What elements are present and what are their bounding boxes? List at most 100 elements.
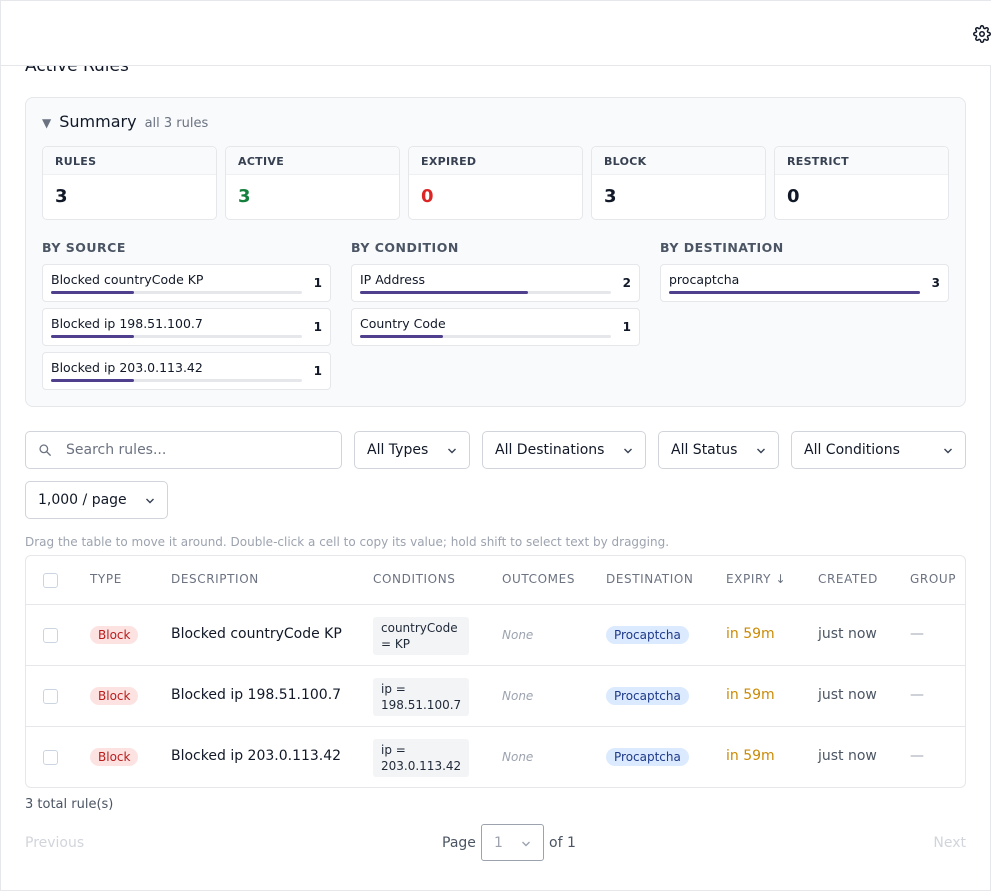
stat-label: RESTRICT xyxy=(787,155,849,168)
types-select[interactable]: All Types xyxy=(354,431,470,469)
summary-toggle[interactable]: ▼ Summary all 3 rules xyxy=(42,112,208,131)
row-checkbox[interactable] xyxy=(43,689,58,704)
previous-button[interactable]: Previous xyxy=(25,835,85,851)
condition-cell: ip = 198.51.100.7 xyxy=(373,678,469,716)
stat-value: 3 xyxy=(238,186,251,207)
page-label: Page xyxy=(442,835,476,851)
stat-rules: RULES 3 xyxy=(42,146,217,220)
type-badge: Block xyxy=(90,687,139,705)
table-row[interactable]: Block Blocked countryCode KP countryCode… xyxy=(26,605,965,666)
top-bar xyxy=(0,0,991,66)
group-cell: — xyxy=(910,626,924,642)
breakdown-bar xyxy=(360,291,529,294)
breakdown-label: Blocked countryCode KP xyxy=(51,272,204,287)
header-conditions[interactable]: CONDITIONS xyxy=(373,572,456,586)
page-size-select[interactable]: 1,000 / page xyxy=(25,481,168,519)
created-cell: just now xyxy=(818,687,877,703)
outcomes-cell: None xyxy=(502,750,534,764)
stat-label: EXPIRED xyxy=(421,155,477,168)
search-input[interactable] xyxy=(66,440,326,460)
select-label: All Types xyxy=(367,442,429,458)
breakdown-item: Blocked ip 203.0.113.42 1 xyxy=(42,352,331,390)
page-select[interactable]: 1 xyxy=(481,824,544,861)
breakdown-label: IP Address xyxy=(360,272,425,287)
chevron-down-icon xyxy=(757,448,765,454)
breakdown-count: 1 xyxy=(313,320,322,334)
table-row[interactable]: Block Blocked ip 198.51.100.7 ip = 198.5… xyxy=(26,666,965,727)
header-type[interactable]: TYPE xyxy=(90,572,122,586)
search-box xyxy=(25,431,342,469)
table-hint: Drag the table to move it around. Double… xyxy=(25,535,670,549)
created-cell: just now xyxy=(818,748,877,764)
stat-value: 3 xyxy=(55,186,68,207)
gear-icon[interactable] xyxy=(973,25,991,43)
page-select-value: 1 xyxy=(494,835,503,851)
stat-label: ACTIVE xyxy=(238,155,285,168)
breakdown-count: 3 xyxy=(931,276,940,290)
description-cell: Blocked ip 203.0.113.42 xyxy=(171,748,342,764)
table-header: TYPE DESCRIPTION CONDITIONS OUTCOMES DES… xyxy=(26,556,965,605)
header-outcomes[interactable]: OUTCOMES xyxy=(502,572,576,586)
header-destination[interactable]: DESTINATION xyxy=(606,572,694,586)
stat-value: 0 xyxy=(421,186,434,207)
created-cell: just now xyxy=(818,626,877,642)
breakdown-bar xyxy=(51,291,134,294)
breakdown-label: Blocked ip 203.0.113.42 xyxy=(51,360,203,375)
chevron-down-icon xyxy=(624,448,632,454)
total-count: 3 total rule(s) xyxy=(25,797,114,812)
select-label: All Status xyxy=(671,442,738,458)
summary-title: Summary xyxy=(59,112,137,131)
chevron-down-icon xyxy=(146,498,154,504)
type-badge: Block xyxy=(90,626,139,644)
breakdown-bar xyxy=(51,335,134,338)
breakdown-bar xyxy=(51,379,134,382)
triangle-down-icon: ▼ xyxy=(42,116,52,130)
expiry-cell: in 59m xyxy=(726,626,775,642)
breakdown-bar xyxy=(669,291,920,294)
destination-badge: Procaptcha xyxy=(606,687,689,705)
breakdown-item: Blocked countryCode KP 1 xyxy=(42,264,331,302)
outcomes-cell: None xyxy=(502,628,534,642)
group-cell: — xyxy=(910,748,924,764)
select-all-checkbox[interactable] xyxy=(43,573,58,588)
header-expiry[interactable]: EXPIRY ↓ xyxy=(726,572,787,586)
destination-badge: Procaptcha xyxy=(606,626,689,644)
by-source-title: BY SOURCE xyxy=(42,240,126,255)
next-button[interactable]: Next xyxy=(933,835,966,851)
select-label: All Conditions xyxy=(804,442,900,458)
breakdown-label: Country Code xyxy=(360,316,446,331)
chevron-down-icon xyxy=(522,841,530,847)
stat-label: BLOCK xyxy=(604,155,647,168)
destinations-select[interactable]: All Destinations xyxy=(482,431,646,469)
destination-badge: Procaptcha xyxy=(606,748,689,766)
stat-block: BLOCK 3 xyxy=(591,146,766,220)
breakdown-item: IP Address 2 xyxy=(351,264,640,302)
row-checkbox[interactable] xyxy=(43,750,58,765)
condition-cell: ip = 203.0.113.42 xyxy=(373,739,469,777)
by-destination-title: BY DESTINATION xyxy=(660,240,784,255)
breakdown-bar xyxy=(360,335,443,338)
conditions-select[interactable]: All Conditions xyxy=(791,431,966,469)
header-group[interactable]: GROUP xyxy=(910,572,957,586)
rules-table[interactable]: TYPE DESCRIPTION CONDITIONS OUTCOMES DES… xyxy=(25,555,966,788)
summary-subtitle: all 3 rules xyxy=(144,116,209,131)
expiry-cell: in 59m xyxy=(726,687,775,703)
expiry-cell: in 59m xyxy=(726,748,775,764)
stat-label: RULES xyxy=(55,155,97,168)
breakdown-count: 1 xyxy=(622,320,631,334)
stat-expired: EXPIRED 0 xyxy=(408,146,583,220)
search-icon xyxy=(39,444,51,456)
row-checkbox[interactable] xyxy=(43,628,58,643)
header-created[interactable]: CREATED xyxy=(818,572,878,586)
stat-active: ACTIVE 3 xyxy=(225,146,400,220)
breakdown-item: procaptcha 3 xyxy=(660,264,949,302)
outcomes-cell: None xyxy=(502,689,534,703)
breakdown-count: 1 xyxy=(313,364,322,378)
header-description[interactable]: DESCRIPTION xyxy=(171,572,259,586)
table-row[interactable]: Block Blocked ip 203.0.113.42 ip = 203.0… xyxy=(26,727,965,787)
type-badge: Block xyxy=(90,748,139,766)
status-select[interactable]: All Status xyxy=(658,431,779,469)
chevron-down-icon xyxy=(448,448,456,454)
group-cell: — xyxy=(910,687,924,703)
breakdown-label: Blocked ip 198.51.100.7 xyxy=(51,316,203,331)
